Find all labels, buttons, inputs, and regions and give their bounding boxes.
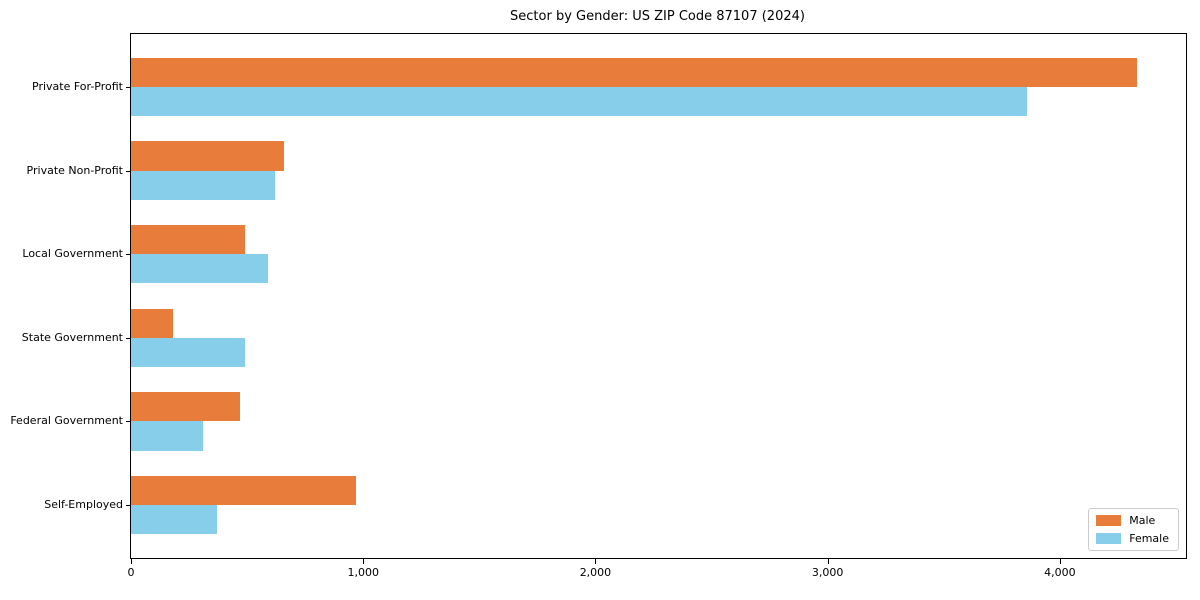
y-tick-mark: [126, 504, 130, 506]
bar-male-3: [131, 224, 245, 255]
x-tick-label: 4,000: [1044, 566, 1076, 579]
bar-female-3: [131, 254, 268, 284]
bar-male-4: [131, 308, 173, 338]
legend-label-male: Male: [1129, 514, 1156, 527]
y-tick-mark: [126, 254, 130, 256]
bar-male-6: [131, 475, 357, 505]
x-tick-mark: [1059, 559, 1061, 564]
x-tick-label: 3,000: [811, 566, 844, 579]
y-tick-mark: [126, 337, 130, 339]
y-tick-label: Federal Government: [10, 414, 123, 428]
legend-entry-female: Female: [1096, 532, 1169, 545]
bar-male-1: [131, 57, 1137, 88]
y-tick-mark: [126, 170, 130, 172]
y-tick-label: Private For-Profit: [32, 80, 123, 94]
bar-female-6: [131, 504, 217, 535]
legend-label-female: Female: [1129, 532, 1169, 545]
y-tick-mark: [126, 421, 130, 423]
bar-female-1: [131, 87, 1028, 117]
x-tick-mark: [827, 559, 829, 564]
x-tick-label: 0: [127, 566, 135, 579]
x-tick-mark: [131, 559, 132, 564]
x-tick-label: 2,000: [579, 566, 612, 579]
legend: Male Female: [1088, 508, 1179, 551]
legend-entry-male: Male: [1096, 514, 1169, 527]
bar-female-2: [131, 170, 275, 200]
plot-area: Private For-Profit Private Non-Profit Loca…: [10, 33, 1187, 579]
bar-female-4: [131, 337, 245, 368]
bar-male-5: [131, 392, 241, 422]
bar-female-5: [131, 421, 203, 451]
legend-swatch-female: [1096, 533, 1122, 544]
y-tick-label: State Government: [21, 330, 123, 344]
bar-male-2: [131, 141, 285, 171]
x-tick-mark: [363, 559, 365, 564]
chart-title: Sector by Gender: US ZIP Code 87107 (202…: [510, 9, 805, 24]
x-tick-label: 1,000: [347, 566, 379, 579]
legend-swatch-male: [1096, 515, 1122, 526]
x-tick-mark: [595, 559, 597, 564]
y-tick-label: Self-Employed: [44, 497, 123, 511]
y-tick-label: Local Government: [22, 247, 123, 261]
y-tick-mark: [126, 87, 130, 89]
y-tick-label: Private Non-Profit: [26, 163, 123, 177]
